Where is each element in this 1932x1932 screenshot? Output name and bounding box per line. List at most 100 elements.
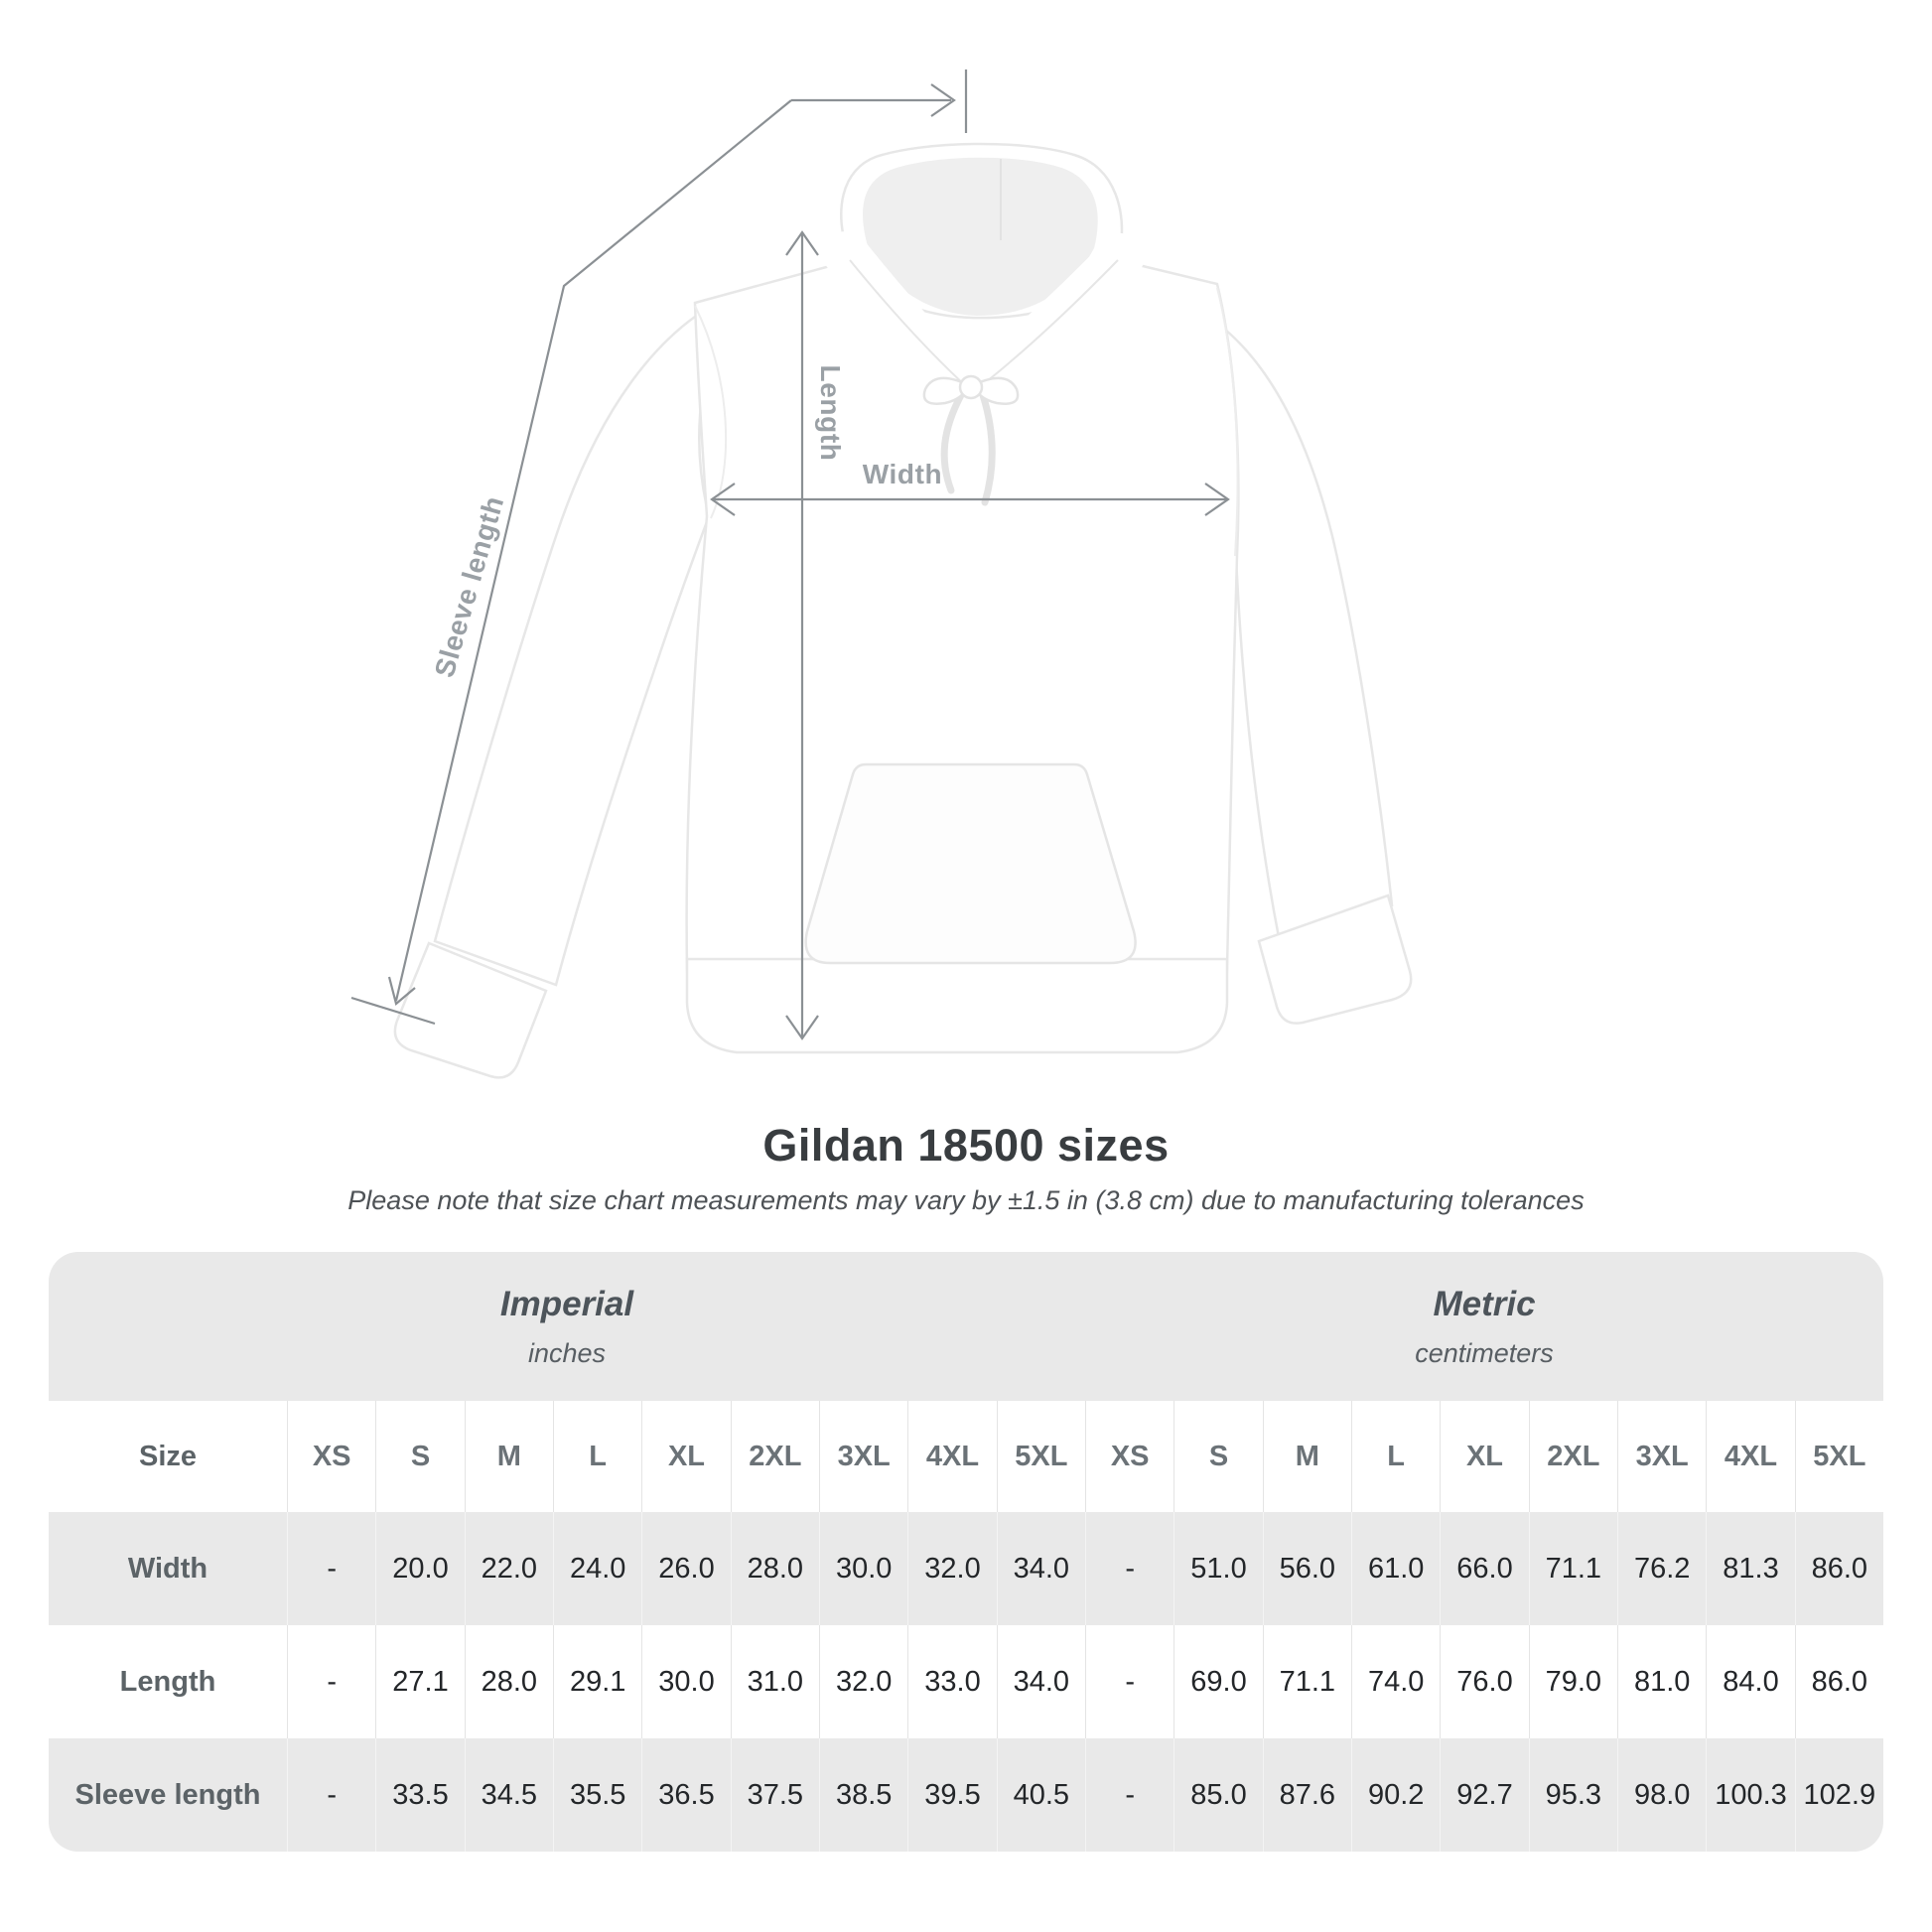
value-width-metric-m: 56.0 (1262, 1512, 1351, 1625)
value-length-imperial-4xl: 33.0 (907, 1625, 997, 1738)
size-header-imperial-4xl: 4XL (907, 1401, 997, 1512)
hoodie-pocket (804, 762, 1137, 965)
value-sleeve-length-imperial-3xl: 38.5 (819, 1738, 908, 1852)
row-label-length: Length (49, 1625, 287, 1738)
size-column-header: Size (49, 1401, 287, 1512)
size-header-metric-xs: XS (1085, 1401, 1174, 1512)
size-header-imperial-5xl: 5XL (996, 1401, 1085, 1512)
value-length-metric-s: 69.0 (1173, 1625, 1263, 1738)
value-length-metric-xs: - (1085, 1625, 1174, 1738)
value-sleeve-length-imperial-2xl: 37.5 (730, 1738, 819, 1852)
value-sleeve-length-imperial-xs: - (287, 1738, 376, 1852)
value-length-metric-m: 71.1 (1262, 1625, 1351, 1738)
value-sleeve-length-imperial-xl: 36.5 (641, 1738, 731, 1852)
value-length-imperial-m: 28.0 (464, 1625, 553, 1738)
hoodie-right-cuff (1257, 894, 1413, 1025)
value-sleeve-length-imperial-l: 35.5 (553, 1738, 642, 1852)
length-top-arrowhead (785, 230, 819, 256)
sleeve-bottom-tick (350, 996, 436, 1026)
size-header-metric-xl: XL (1440, 1401, 1529, 1512)
hoodie-neckline-left (849, 259, 968, 388)
width-measure-label: Width (862, 459, 943, 489)
row-label-sleeve-length: Sleeve length (49, 1738, 287, 1852)
value-width-imperial-2xl: 28.0 (730, 1512, 819, 1625)
value-sleeve-length-metric-m: 87.6 (1262, 1738, 1351, 1852)
value-length-imperial-5xl: 34.0 (996, 1625, 1085, 1738)
imperial-group-unit: inches (527, 1337, 607, 1368)
value-sleeve-length-metric-3xl: 98.0 (1617, 1738, 1707, 1852)
value-sleeve-length-imperial-5xl: 40.5 (996, 1738, 1085, 1852)
value-sleeve-length-metric-s: 85.0 (1173, 1738, 1263, 1852)
metric-group-title: Metric (1433, 1284, 1536, 1323)
size-header-imperial-l: L (553, 1401, 642, 1512)
sleeve-diagonal-line (394, 99, 792, 1002)
size-table-wrap: Imperial inches Metric centimeters Size X… (49, 1252, 1883, 1852)
width-right-arrowhead (1204, 483, 1230, 516)
value-length-imperial-l: 29.1 (553, 1625, 642, 1738)
size-header-metric-5xl: 5XL (1794, 1401, 1883, 1512)
value-width-metric-4xl: 81.3 (1706, 1512, 1795, 1625)
hoodie-bow-left-loop (922, 376, 971, 405)
metric-group-header: Metric centimeters (1085, 1252, 1883, 1401)
size-header-imperial-m: M (464, 1401, 553, 1512)
size-header-imperial-s: S (375, 1401, 465, 1512)
value-sleeve-length-imperial-4xl: 39.5 (907, 1738, 997, 1852)
size-header-metric-4xl: 4XL (1706, 1401, 1795, 1512)
value-width-metric-s: 51.0 (1173, 1512, 1263, 1625)
value-length-metric-4xl: 84.0 (1706, 1625, 1795, 1738)
value-width-imperial-4xl: 32.0 (907, 1512, 997, 1625)
size-header-metric-2xl: 2XL (1528, 1401, 1617, 1512)
value-width-metric-5xl: 86.0 (1794, 1512, 1883, 1625)
title-block: Gildan 18500 sizes Please note that size… (0, 1120, 1932, 1216)
value-width-metric-l: 61.0 (1351, 1512, 1441, 1625)
hoodie-bow-knot (958, 374, 984, 400)
value-length-metric-2xl: 79.0 (1528, 1625, 1617, 1738)
size-header-metric-m: M (1262, 1401, 1351, 1512)
value-width-metric-3xl: 76.2 (1617, 1512, 1707, 1625)
value-width-metric-xl: 66.0 (1440, 1512, 1529, 1625)
hoodie-left-cuff (393, 941, 548, 1079)
hoodie-neckline-right (976, 259, 1119, 390)
value-sleeve-length-imperial-s: 33.5 (375, 1738, 465, 1852)
hoodie-hem-band (685, 957, 1229, 1054)
hoodie-left-armhole-seam (694, 305, 728, 519)
value-sleeve-length-metric-4xl: 100.3 (1706, 1738, 1795, 1852)
sleeve-right-arrowhead (930, 83, 956, 117)
value-length-imperial-s: 27.1 (375, 1625, 465, 1738)
size-header-metric-s: S (1173, 1401, 1263, 1512)
page-title: Gildan 18500 sizes (762, 1120, 1170, 1171)
hoodie-drawstring-right (979, 391, 996, 506)
value-sleeve-length-metric-5xl: 102.9 (1794, 1738, 1883, 1852)
value-width-imperial-l: 24.0 (553, 1512, 642, 1625)
value-width-imperial-5xl: 34.0 (996, 1512, 1085, 1625)
value-length-metric-5xl: 86.0 (1794, 1625, 1883, 1738)
size-header-imperial-2xl: 2XL (730, 1401, 819, 1512)
hoodie-illustration (350, 69, 1413, 1079)
value-length-metric-xl: 76.0 (1440, 1625, 1529, 1738)
value-length-imperial-2xl: 31.0 (730, 1625, 819, 1738)
imperial-group-header: Imperial inches (49, 1252, 1085, 1401)
value-width-imperial-s: 20.0 (375, 1512, 465, 1625)
value-length-imperial-3xl: 32.0 (819, 1625, 908, 1738)
value-sleeve-length-metric-l: 90.2 (1351, 1738, 1441, 1852)
length-measure-label: Length (815, 364, 846, 462)
value-width-imperial-xs: - (287, 1512, 376, 1625)
value-length-metric-3xl: 81.0 (1617, 1625, 1707, 1738)
value-length-metric-l: 74.0 (1351, 1625, 1441, 1738)
imperial-group-title: Imperial (499, 1284, 634, 1323)
sleeve-bottom-arrowhead (387, 976, 416, 1006)
hoodie-bow-right-loop (971, 376, 1020, 405)
size-header-metric-l: L (1351, 1401, 1441, 1512)
value-length-imperial-xs: - (287, 1625, 376, 1738)
value-sleeve-length-metric-2xl: 95.3 (1528, 1738, 1617, 1852)
size-header-metric-3xl: 3XL (1617, 1401, 1707, 1512)
hoodie-drawstring-left (940, 391, 965, 494)
size-table: Imperial inches Metric centimeters Size X… (49, 1252, 1883, 1852)
value-width-imperial-xl: 26.0 (641, 1512, 731, 1625)
value-width-metric-xs: - (1085, 1512, 1174, 1625)
row-label-width: Width (49, 1512, 287, 1625)
width-left-arrowhead (710, 483, 736, 516)
value-sleeve-length-imperial-m: 34.5 (464, 1738, 553, 1852)
value-width-imperial-3xl: 30.0 (819, 1512, 908, 1625)
value-sleeve-length-metric-xs: - (1085, 1738, 1174, 1852)
